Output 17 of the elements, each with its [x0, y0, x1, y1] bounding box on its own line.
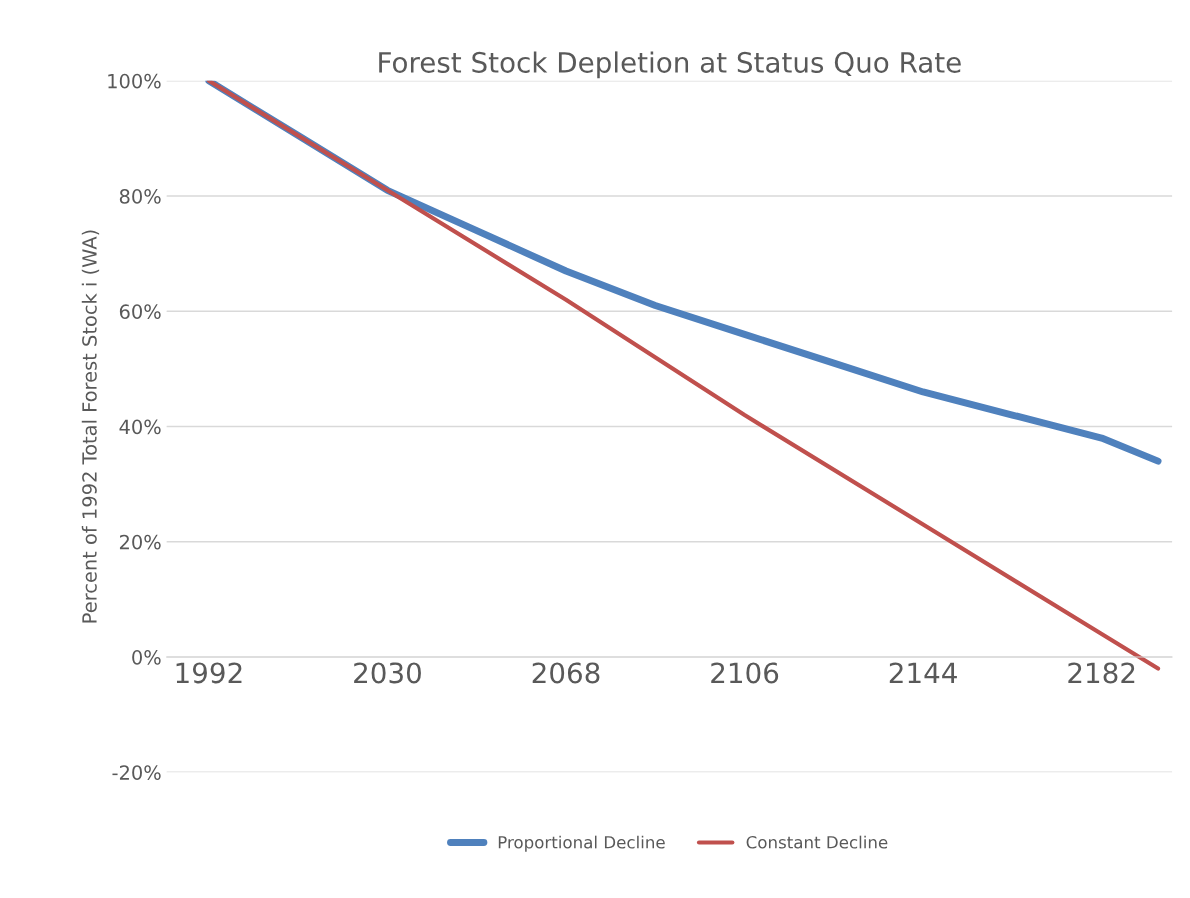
x-tick-label: 2144 — [889, 662, 957, 683]
x-tick-label: 2182 — [1068, 662, 1135, 684]
y-tick-label: 60% — [119, 304, 161, 319]
x-tick-label: 2068 — [532, 662, 600, 684]
x-tick-label: 2106 — [711, 662, 779, 684]
y-tick-label: 20% — [119, 534, 161, 550]
y-tick-label: 40% — [119, 419, 161, 435]
y-axis-title: Percent of 1992 Total Forest Stock i (WA) — [81, 230, 100, 623]
x-tick-label: 2030 — [354, 662, 421, 684]
legend-label: Constant Decline — [746, 835, 888, 849]
x-tick-label: 1992 — [176, 662, 242, 684]
y-tick-label: 0% — [132, 649, 161, 665]
y-tick-label: 80% — [119, 189, 161, 204]
y-tick-label: 100% — [108, 73, 161, 89]
legend-label: Proportional Decline — [498, 835, 665, 852]
chart-title: Forest Stock Depletion at Status Quo Rate — [379, 51, 961, 79]
y-tick-label: -20% — [112, 765, 161, 780]
